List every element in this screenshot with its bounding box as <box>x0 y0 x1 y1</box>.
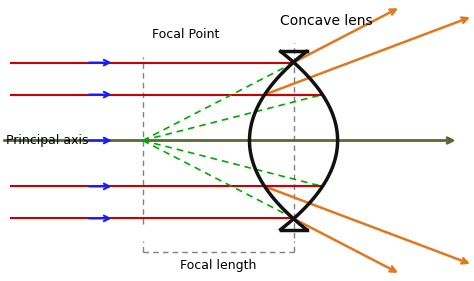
Text: Focal Point: Focal Point <box>152 28 219 41</box>
Text: Concave lens: Concave lens <box>280 14 373 28</box>
Text: Principal axis: Principal axis <box>6 134 89 147</box>
Text: Focal length: Focal length <box>180 259 256 272</box>
